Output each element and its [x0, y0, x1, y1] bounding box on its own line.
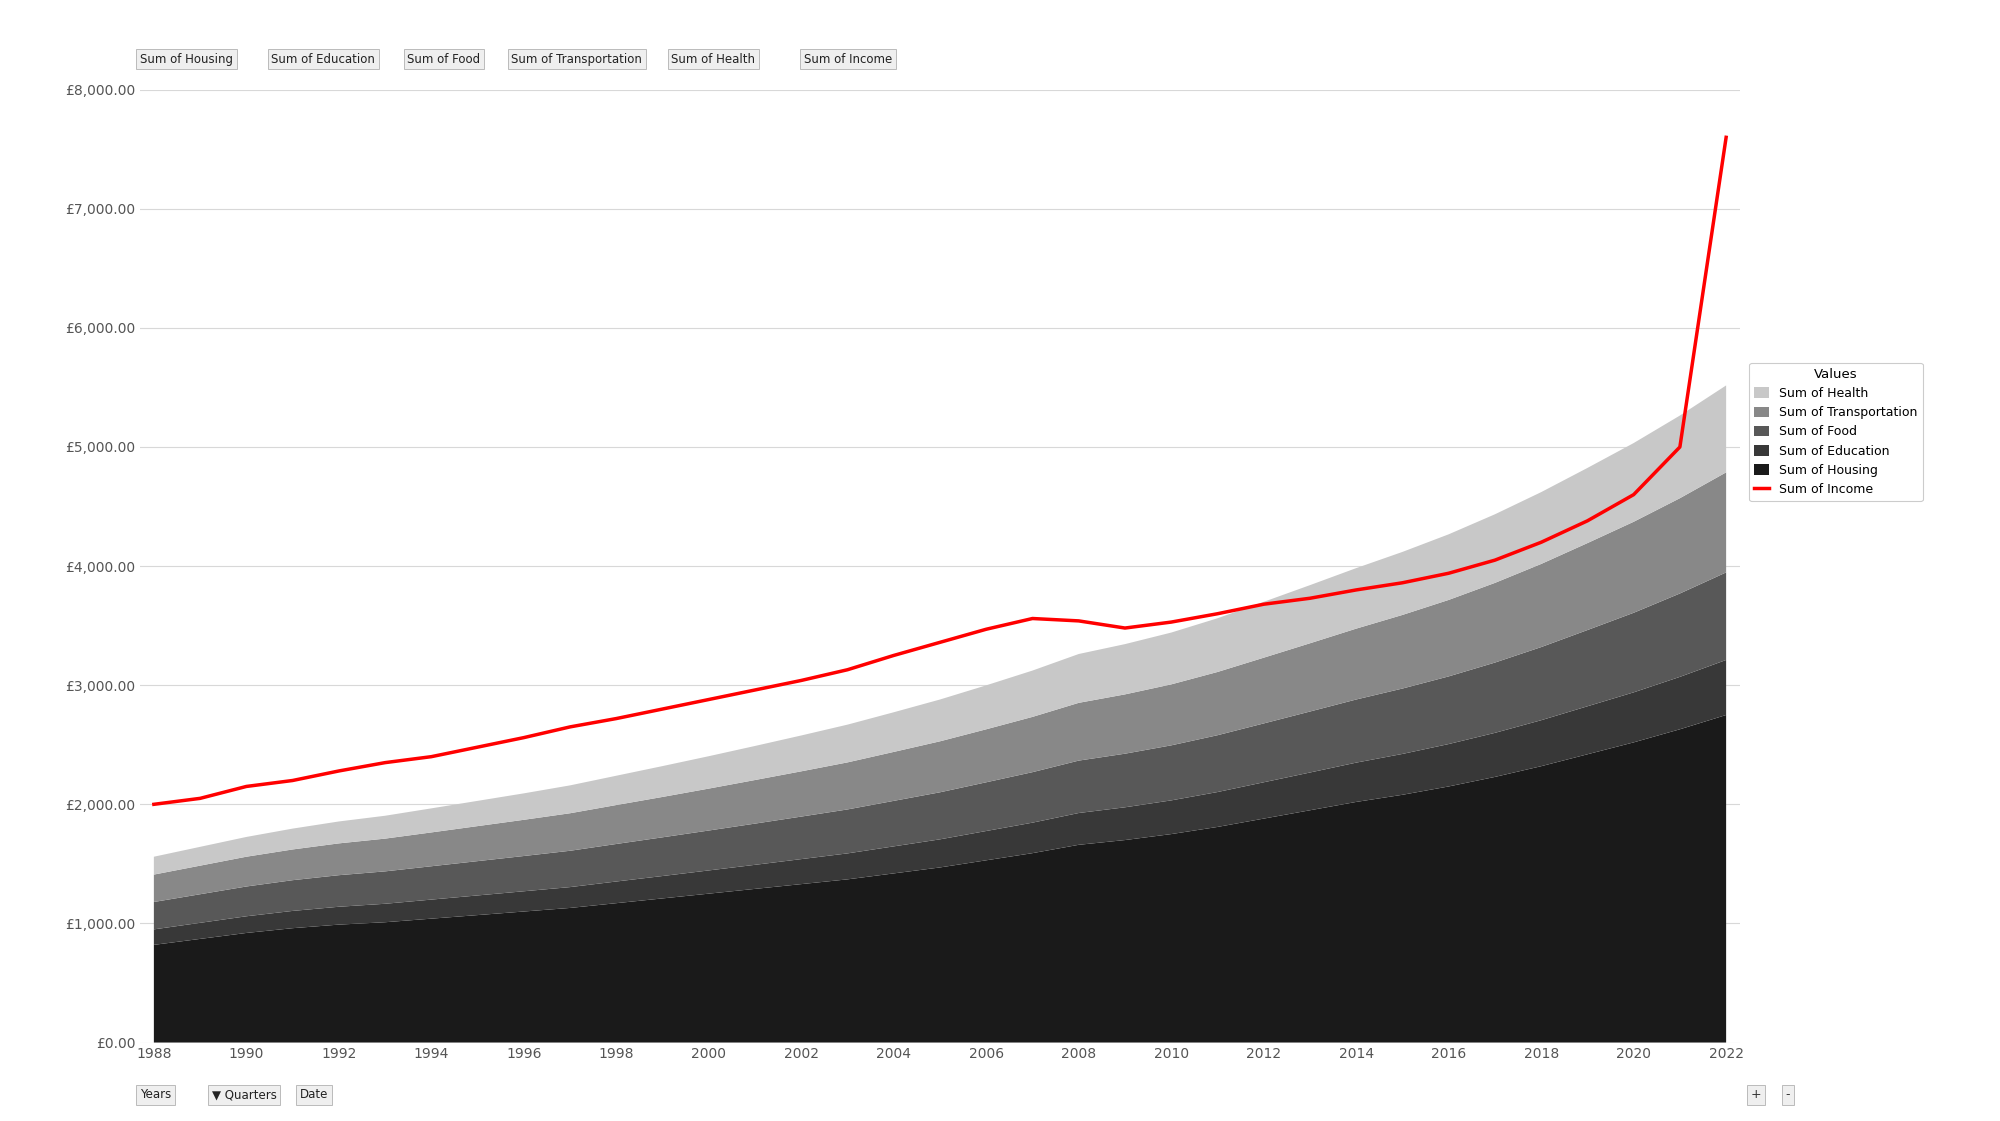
Text: Sum of Income: Sum of Income: [804, 53, 892, 66]
Text: +: +: [1750, 1088, 1762, 1102]
Text: Date: Date: [300, 1088, 328, 1102]
Text: Sum of Housing: Sum of Housing: [140, 53, 232, 66]
Text: -: -: [1786, 1088, 1790, 1102]
Text: Sum of Transportation: Sum of Transportation: [512, 53, 642, 66]
Legend: Sum of Health, Sum of Transportation, Sum of Food, Sum of Education, Sum of Hous: Sum of Health, Sum of Transportation, Su…: [1750, 363, 1922, 501]
Text: Sum of Health: Sum of Health: [672, 53, 756, 66]
Text: Sum of Education: Sum of Education: [272, 53, 376, 66]
Text: ▼ Quarters: ▼ Quarters: [212, 1088, 276, 1102]
Text: Sum of Food: Sum of Food: [408, 53, 480, 66]
Text: Years: Years: [140, 1088, 172, 1102]
